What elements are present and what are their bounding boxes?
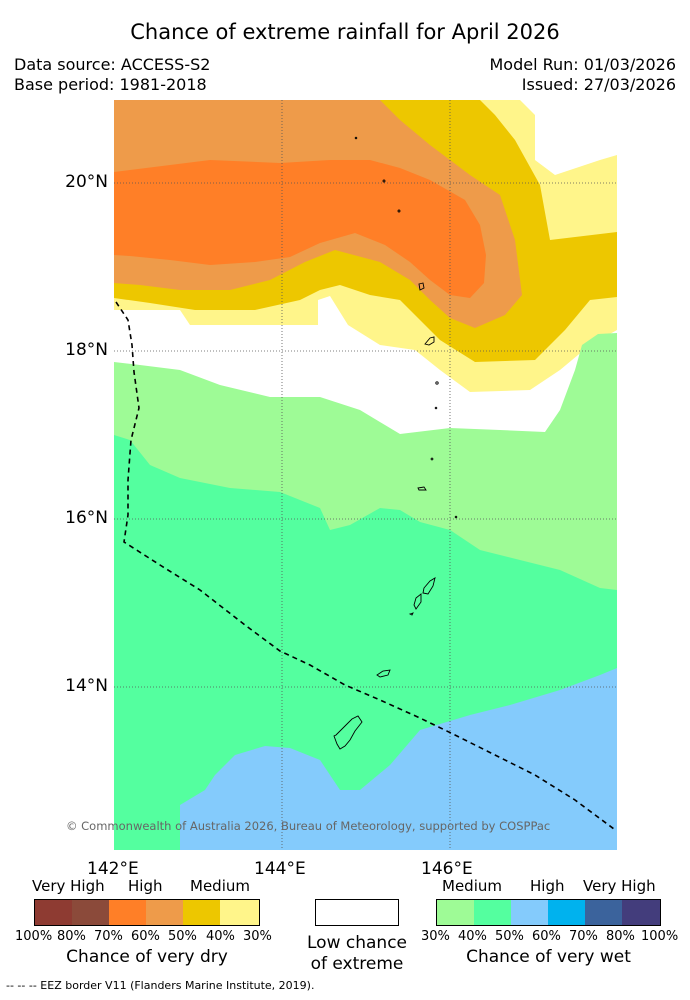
wet-tick: 80% (606, 929, 635, 944)
island-anatahan (417, 486, 427, 491)
wet-category-high: High (530, 877, 565, 895)
dry-60-70-zone (114, 160, 486, 298)
lat-label-18n: 18°N (65, 340, 108, 360)
lon-label-146e: 146°E (421, 859, 473, 879)
wet-swatch (474, 900, 512, 925)
issued-label: Issued: 27/03/2026 (521, 75, 676, 94)
islands (333, 136, 458, 750)
wet-category-very-high: Very High (583, 877, 656, 895)
wet-swatch (622, 900, 660, 925)
model-run-label: Model Run: 01/03/2026 (489, 55, 677, 74)
lon-label-144e: 144°E (254, 859, 306, 879)
dry-swatch (183, 900, 221, 925)
dry-swatch (35, 900, 73, 925)
wet-swatch (511, 900, 549, 925)
dry-swatch (72, 900, 110, 925)
wet-tick: 30% (421, 929, 450, 944)
island-saipan (422, 577, 436, 595)
lon-label-142e: 142°E (87, 859, 139, 879)
dry-category-medium: Medium (190, 877, 250, 895)
lat-label-14n: 14°N (65, 676, 108, 696)
island-rota (376, 669, 391, 678)
eez-border (115, 301, 615, 830)
low-chance-caption-line1: Low chance (307, 933, 407, 953)
island-pagan (424, 336, 435, 346)
dry-tick: 80% (57, 929, 86, 944)
wet-colorbar (436, 899, 661, 926)
wet-tick: 70% (569, 929, 598, 944)
wet-50-60-zone (180, 668, 617, 850)
wet-swatch (548, 900, 586, 925)
data-source-label: Data source: ACCESS-S2 (14, 55, 211, 74)
dry-tick: 100% (15, 929, 53, 944)
wet-tick: 100% (641, 929, 679, 944)
dry-tick: 40% (206, 929, 235, 944)
wet-tick: 50% (495, 929, 524, 944)
dry-tick: 70% (94, 929, 123, 944)
copyright-notice: © Commonwealth of Australia 2026, Bureau… (66, 819, 551, 833)
low-chance-caption-line2: of extreme (310, 954, 404, 974)
low-chance-swatch (315, 899, 399, 926)
eez-border-footnote: -- -- -- EEZ border V11 (Flanders Marine… (6, 979, 315, 992)
dry-tick: 60% (131, 929, 160, 944)
dry-legend-caption: Chance of very dry (66, 947, 228, 967)
lat-label-20n: 20°N (65, 172, 108, 192)
dry-tick: 30% (243, 929, 272, 944)
dry-colorbar (34, 899, 260, 926)
island-tinian (413, 593, 422, 610)
wet-category-medium: Medium (442, 877, 502, 895)
dry-swatch (146, 900, 184, 925)
rainfall-map (114, 100, 617, 850)
dry-swatch (109, 900, 147, 925)
wet-swatch (437, 900, 475, 925)
wet-legend-caption: Chance of very wet (466, 947, 631, 967)
dry-category-very-high: Very High (32, 877, 105, 895)
wet-swatch (585, 900, 623, 925)
dry-swatch (220, 900, 259, 925)
island-farallon (418, 282, 425, 291)
wet-tick: 60% (532, 929, 561, 944)
map-title: Chance of extreme rainfall for April 202… (130, 20, 560, 44)
base-period-label: Base period: 1981-2018 (14, 75, 207, 94)
island-guam (333, 715, 363, 750)
lat-label-16n: 16°N (65, 508, 108, 528)
dry-category-high: High (128, 877, 163, 895)
dry-tick: 50% (168, 929, 197, 944)
graticule (114, 100, 617, 850)
wet-tick: 40% (458, 929, 487, 944)
